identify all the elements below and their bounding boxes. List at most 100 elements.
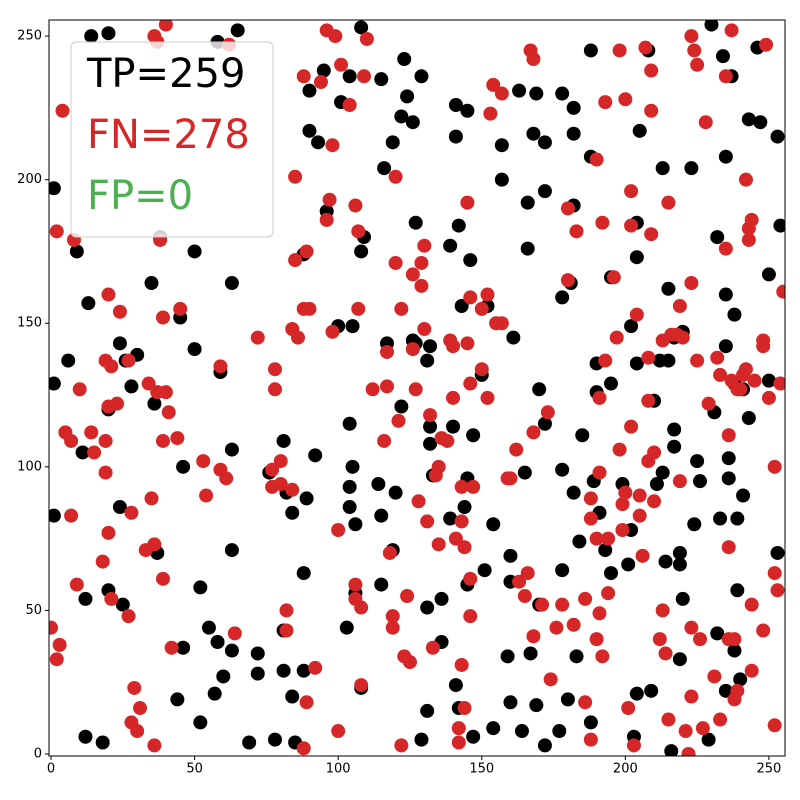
scatter-point (560, 201, 575, 216)
scatter-point (299, 491, 314, 506)
scatter-point (354, 244, 369, 259)
scatter-point (224, 643, 239, 658)
scatter-point (296, 69, 311, 84)
scatter-point (598, 353, 613, 368)
scatter-point (230, 23, 245, 38)
scatter-point (371, 477, 386, 492)
scatter-point (583, 511, 598, 526)
scatter-point (569, 649, 584, 664)
scatter-point (279, 603, 294, 618)
scatter-point (672, 474, 687, 489)
scatter-point (566, 100, 581, 115)
scatter-point (425, 640, 440, 655)
scatter-point (692, 632, 707, 647)
scatter-point (704, 20, 719, 32)
legend: TP=259 FN=278 FP=0 (70, 41, 274, 238)
scatter-point (517, 465, 532, 480)
scatter-point (250, 646, 265, 661)
scatter-point (170, 431, 185, 446)
scatter-point (655, 603, 670, 618)
scatter-point (509, 442, 524, 457)
scatter-point (288, 253, 303, 268)
scatter-point (612, 43, 627, 58)
y-tick-label: 150 (17, 316, 42, 331)
scatter-point (124, 379, 139, 394)
scatter-point (348, 517, 363, 532)
scatter-point (466, 428, 481, 443)
scatter-point (624, 218, 639, 233)
scatter-point (408, 215, 423, 230)
scatter-point (313, 75, 328, 90)
scatter-point (644, 227, 659, 242)
scatter-point (724, 23, 739, 38)
scatter-point (595, 215, 610, 230)
scatter-point (365, 382, 380, 397)
scatter-point (285, 482, 300, 497)
scatter-point (414, 732, 429, 747)
scatter-point (661, 195, 676, 210)
scatter-point (55, 103, 70, 118)
scatter-point (250, 330, 265, 345)
scatter-point (543, 672, 558, 687)
scatter-point (770, 583, 785, 598)
scatter-point (296, 741, 311, 756)
scatter-point (443, 238, 458, 253)
scatter-point (49, 620, 59, 635)
scatter-point (127, 680, 142, 695)
scatter-point (431, 537, 446, 552)
scatter-point (741, 112, 756, 127)
scatter-point (560, 692, 575, 707)
scatter-point (311, 135, 326, 150)
scatter-point (308, 660, 323, 675)
scatter-point (374, 508, 389, 523)
scatter-point (535, 597, 550, 612)
scatter-point (592, 390, 607, 405)
scatter-point (319, 212, 334, 227)
scatter-point (667, 439, 682, 454)
legend-label: FN=278 (87, 112, 250, 158)
scatter-point (49, 376, 61, 391)
scatter-point (474, 362, 489, 377)
scatter-point (325, 138, 340, 153)
scatter-point (606, 270, 621, 285)
scatter-point (423, 408, 438, 423)
scatter-point (589, 531, 604, 546)
scatter-point (526, 126, 541, 141)
scatter-point (101, 525, 116, 540)
scatter-point (730, 583, 745, 598)
scatter-point (288, 169, 303, 184)
scatter-point (170, 692, 185, 707)
scatter-point (641, 350, 656, 365)
scatter-point (385, 135, 400, 150)
scatter-point (629, 686, 644, 701)
x-tick-label: 0 (47, 762, 55, 777)
y-tick-label: 0 (34, 746, 42, 761)
scatter-point (417, 321, 432, 336)
scatter-point (727, 307, 742, 322)
scatter-point (555, 290, 570, 305)
scatter-point (273, 477, 288, 492)
scatter-point (242, 735, 257, 750)
scatter-point (655, 161, 670, 176)
scatter-point (95, 554, 110, 569)
scatter-point (506, 330, 521, 345)
scatter-point (334, 57, 349, 72)
scatter-point (460, 195, 475, 210)
scatter-point (193, 580, 208, 595)
scatter-point (49, 181, 61, 196)
scatter-point (721, 540, 736, 555)
scatter-point (644, 683, 659, 698)
scatter-point (715, 49, 730, 64)
scatter-point (667, 422, 682, 437)
scatter-point (84, 29, 99, 44)
scatter-point (460, 336, 475, 351)
scatter-point (457, 701, 472, 716)
scatter-point (463, 571, 478, 586)
scatter-point (494, 316, 509, 331)
scatter-point (761, 267, 776, 282)
scatter-point (110, 396, 125, 411)
y-tick-label: 250 (17, 29, 42, 44)
scatter-point (322, 192, 337, 207)
scatter-point (773, 376, 785, 391)
scatter-point (589, 152, 604, 167)
